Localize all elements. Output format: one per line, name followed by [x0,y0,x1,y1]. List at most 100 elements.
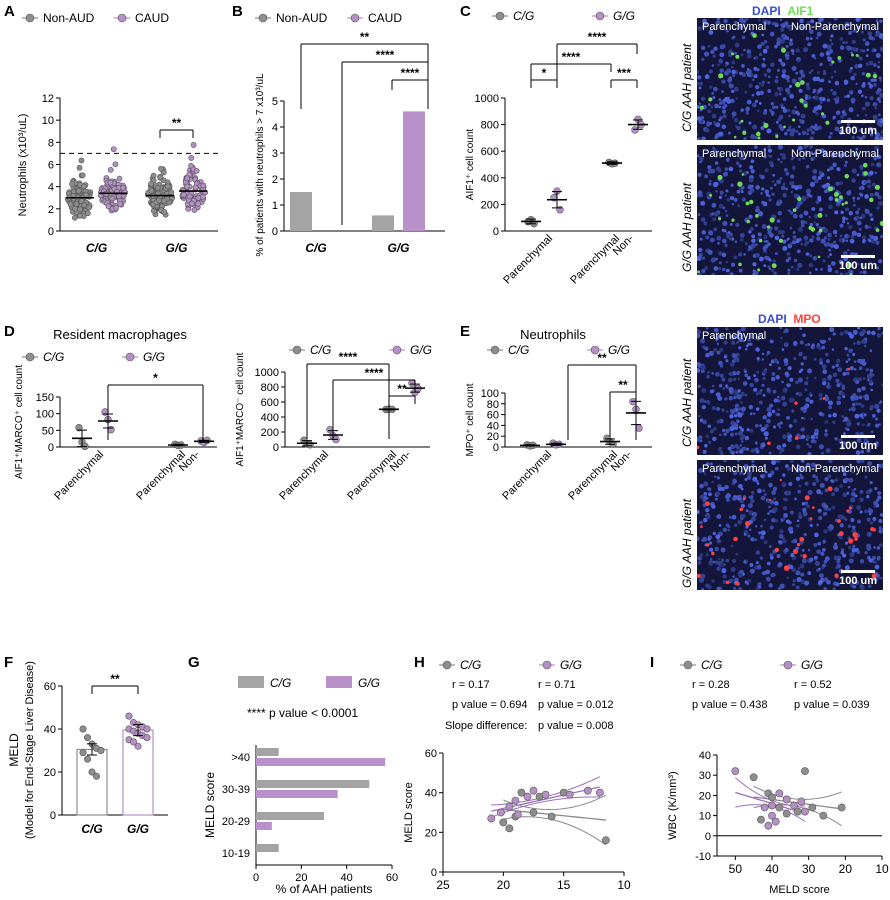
panel-e-y-tick-label: 60 [487,410,499,422]
nucleus-dot [705,354,708,357]
nucleus-dot [732,74,736,78]
nucleus-dot [768,160,774,166]
panel-h-data-point [487,814,496,823]
nucleus-dot [838,129,844,135]
nucleus-dot [862,270,867,275]
nucleus-dot [697,137,701,140]
nucleus-dot [711,384,715,388]
side-label-gg: G/G AAH patient [680,499,694,588]
nucleus-dot [777,86,780,90]
nucleus-dot [849,333,854,339]
panel-b-bar [403,111,425,231]
stain-dot [831,60,835,64]
nucleus-dot [707,109,712,114]
nucleus-dot [724,397,728,401]
panel-i-data-point [768,793,776,802]
nucleus-dot [816,236,821,241]
panel-b-legend-label: Non-AUD [276,11,328,25]
nucleus-dot [743,532,747,536]
panel-h-data-point [497,808,505,817]
nucleus-dot [764,20,769,25]
nucleus-dot [868,60,874,66]
nucleus-dot [709,179,712,183]
panel-b-legend-label: CAUD [368,11,402,25]
nucleus-dot [818,207,823,212]
nucleus-dot [828,135,832,139]
nucleus-dot [805,164,810,169]
nucleus-dot [856,437,862,443]
nucleus-dot [772,425,777,429]
nucleus-dot [716,514,722,519]
panel-d-right-significance: ** [397,382,407,396]
nucleus-dot [711,64,715,67]
panel-c-significance: **** [562,50,581,64]
nucleus-dot [863,344,867,348]
nucleus-dot [713,327,719,333]
nucleus-dot [841,110,845,114]
nucleus-dot [869,170,874,176]
nucleus-dot [864,509,869,514]
panel-d-right-legend-label: C/G [310,343,331,357]
nucleus-dot [840,548,845,552]
nucleus-dot [856,422,861,426]
nucleus-dot [785,258,790,263]
nucleus-dot [861,71,866,76]
nucleus-dot [827,374,833,380]
nucleus-dot [738,425,742,429]
nucleus-dot [697,556,702,561]
panel-h-confidence-band [503,794,607,811]
nucleus-dot [770,376,776,382]
panel-g-y-label: MELD score [203,772,217,838]
nucleus-dot [754,538,758,542]
nucleus-dot [736,125,741,131]
nucleus-dot [763,147,767,151]
stain-dot [863,171,868,176]
nucleus-dot [767,473,772,478]
nucleus-dot [749,428,754,433]
panel-g-legend-label: G/G [358,676,380,690]
panel-g-bar [256,780,370,788]
stain-dot [792,548,799,555]
nucleus-dot [835,566,838,570]
nucleus-dot [878,200,883,207]
nucleus-dot [777,366,782,371]
nucleus-dot [717,168,722,173]
nucleus-dot [738,572,744,578]
nucleus-dot [807,548,811,552]
nucleus-dot [844,207,850,212]
nucleus-dot [729,444,735,450]
stain-dot [825,120,830,125]
nucleus-dot [755,185,760,190]
stain-dot [699,105,704,110]
nucleus-dot [725,558,730,563]
nucleus-dot [737,149,741,153]
panel-h-legend-label: C/G [460,658,481,672]
nucleus-dot [866,577,870,580]
nucleus-dot [828,196,834,201]
nucleus-dot [859,128,863,132]
nucleus-dot [795,110,799,115]
nucleus-dot [725,268,730,273]
nucleus-dot [861,106,866,111]
stain-dot [844,174,849,179]
panel-a-data-point [164,183,171,190]
nucleus-dot [818,567,821,571]
nucleus-dot [759,174,762,177]
panel-i-p-cg: p value = 0.438 [692,699,768,711]
nucleus-dot [800,362,804,366]
nucleus-dot [782,443,787,448]
nucleus-dot [848,30,853,35]
stain-dot [839,195,843,199]
nucleus-dot [800,223,805,228]
nucleus-dot [721,228,725,232]
nucleus-dot [800,73,806,78]
nucleus-dot [740,401,743,404]
nucleus-dot [740,108,744,112]
stain-dot [737,181,743,187]
nucleus-dot [852,352,856,357]
nucleus-dot [875,240,880,245]
nucleus-dot [792,213,798,219]
nucleus-dot [834,437,838,441]
nucleus-dot [856,135,860,140]
nucleus-dot [877,333,881,337]
